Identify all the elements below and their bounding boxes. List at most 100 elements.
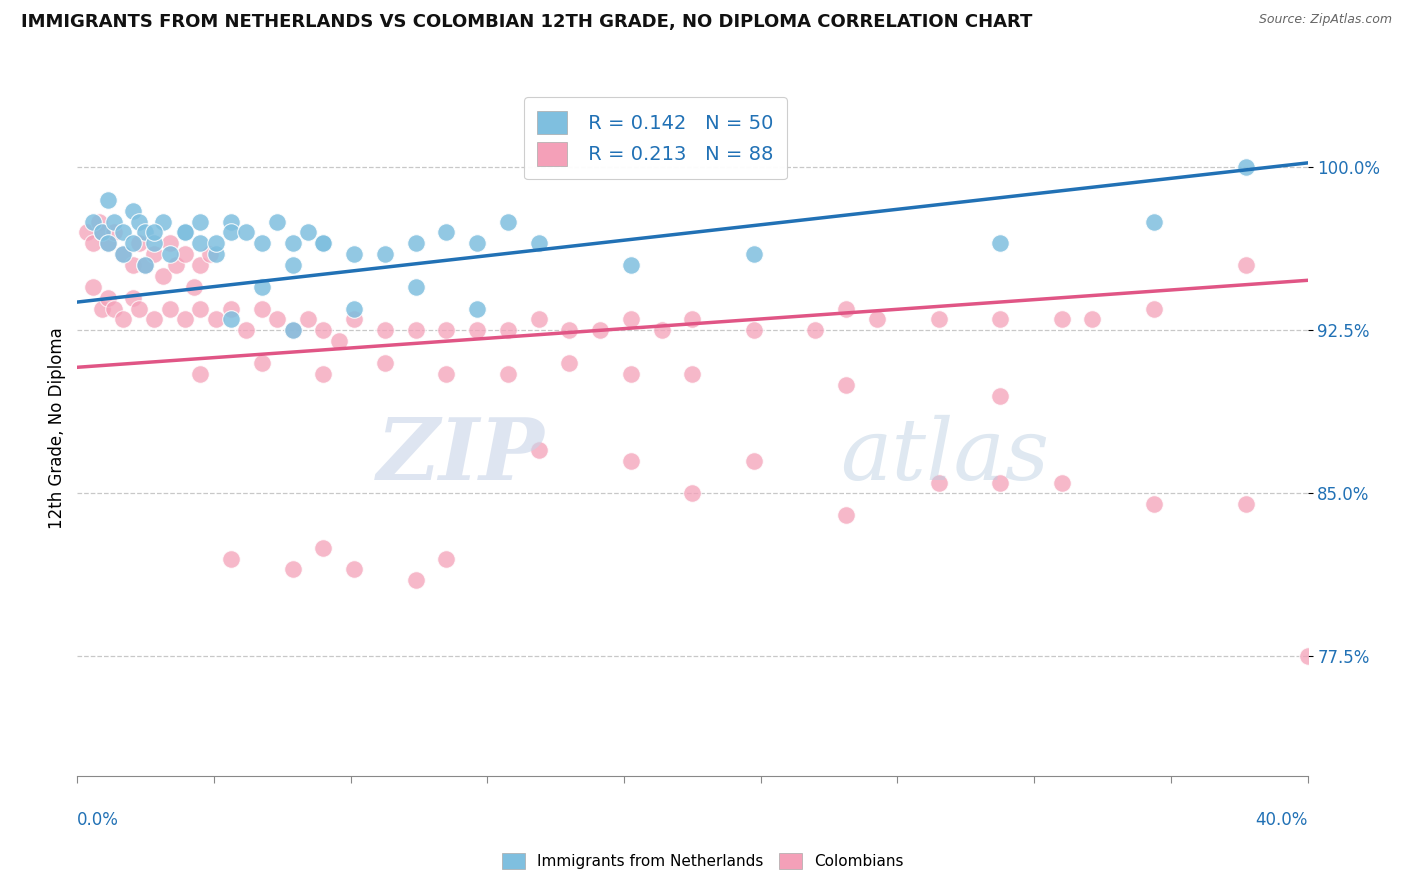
- Point: [143, 247, 166, 261]
- Point: [165, 258, 187, 272]
- Point: [928, 475, 950, 490]
- Point: [804, 323, 827, 337]
- Point: [343, 562, 366, 576]
- Point: [620, 367, 643, 381]
- Point: [97, 291, 120, 305]
- Text: atlas: atlas: [841, 415, 1049, 498]
- Point: [250, 356, 273, 370]
- Point: [152, 268, 174, 283]
- Text: 40.0%: 40.0%: [1256, 811, 1308, 829]
- Point: [496, 367, 519, 381]
- Point: [235, 323, 257, 337]
- Point: [159, 247, 181, 261]
- Point: [436, 367, 458, 381]
- Point: [87, 214, 110, 228]
- Point: [328, 334, 350, 348]
- Point: [204, 236, 226, 251]
- Point: [103, 226, 125, 240]
- Point: [159, 301, 181, 316]
- Point: [436, 323, 458, 337]
- Point: [465, 323, 488, 337]
- Point: [589, 323, 612, 337]
- Legend:  R = 0.142   N = 50,  R = 0.213   N = 88: R = 0.142 N = 50, R = 0.213 N = 88: [524, 97, 787, 179]
- Point: [281, 258, 304, 272]
- Point: [121, 236, 143, 251]
- Point: [866, 312, 889, 326]
- Point: [188, 301, 212, 316]
- Point: [343, 247, 366, 261]
- Point: [835, 301, 858, 316]
- Point: [312, 236, 335, 251]
- Point: [312, 236, 335, 251]
- Point: [436, 551, 458, 566]
- Point: [188, 258, 212, 272]
- Point: [835, 508, 858, 522]
- Point: [312, 323, 335, 337]
- Point: [1143, 497, 1166, 511]
- Point: [112, 312, 135, 326]
- Point: [1143, 301, 1166, 316]
- Point: [742, 323, 765, 337]
- Point: [235, 226, 257, 240]
- Point: [496, 323, 519, 337]
- Point: [121, 291, 143, 305]
- Point: [405, 574, 427, 588]
- Point: [988, 475, 1011, 490]
- Point: [103, 214, 125, 228]
- Point: [143, 226, 166, 240]
- Point: [620, 258, 643, 272]
- Point: [112, 226, 135, 240]
- Point: [103, 301, 125, 316]
- Point: [204, 312, 226, 326]
- Point: [312, 367, 335, 381]
- Point: [928, 312, 950, 326]
- Point: [312, 541, 335, 555]
- Point: [219, 214, 242, 228]
- Point: [90, 226, 114, 240]
- Point: [183, 280, 205, 294]
- Text: ZIP: ZIP: [377, 414, 546, 498]
- Point: [219, 312, 242, 326]
- Point: [1081, 312, 1104, 326]
- Point: [465, 236, 488, 251]
- Point: [1143, 214, 1166, 228]
- Point: [134, 258, 156, 272]
- Point: [97, 193, 120, 207]
- Point: [1234, 161, 1257, 175]
- Point: [436, 226, 458, 240]
- Point: [281, 236, 304, 251]
- Point: [988, 312, 1011, 326]
- Point: [112, 247, 135, 261]
- Point: [651, 323, 673, 337]
- Point: [82, 214, 104, 228]
- Point: [281, 562, 304, 576]
- Point: [112, 247, 135, 261]
- Point: [620, 454, 643, 468]
- Point: [82, 280, 104, 294]
- Point: [204, 247, 226, 261]
- Point: [682, 486, 704, 500]
- Point: [527, 442, 550, 457]
- Point: [558, 323, 581, 337]
- Point: [121, 203, 143, 218]
- Point: [82, 236, 104, 251]
- Point: [188, 236, 212, 251]
- Point: [174, 226, 197, 240]
- Point: [1234, 497, 1257, 511]
- Y-axis label: 12th Grade, No Diploma: 12th Grade, No Diploma: [48, 327, 66, 529]
- Point: [121, 258, 143, 272]
- Point: [405, 323, 427, 337]
- Point: [174, 312, 197, 326]
- Point: [250, 301, 273, 316]
- Legend: Immigrants from Netherlands, Colombians: Immigrants from Netherlands, Colombians: [496, 847, 910, 875]
- Point: [558, 356, 581, 370]
- Point: [1234, 258, 1257, 272]
- Point: [128, 301, 150, 316]
- Point: [682, 367, 704, 381]
- Point: [281, 323, 304, 337]
- Point: [250, 280, 273, 294]
- Point: [374, 356, 396, 370]
- Point: [90, 226, 114, 240]
- Point: [620, 312, 643, 326]
- Point: [988, 236, 1011, 251]
